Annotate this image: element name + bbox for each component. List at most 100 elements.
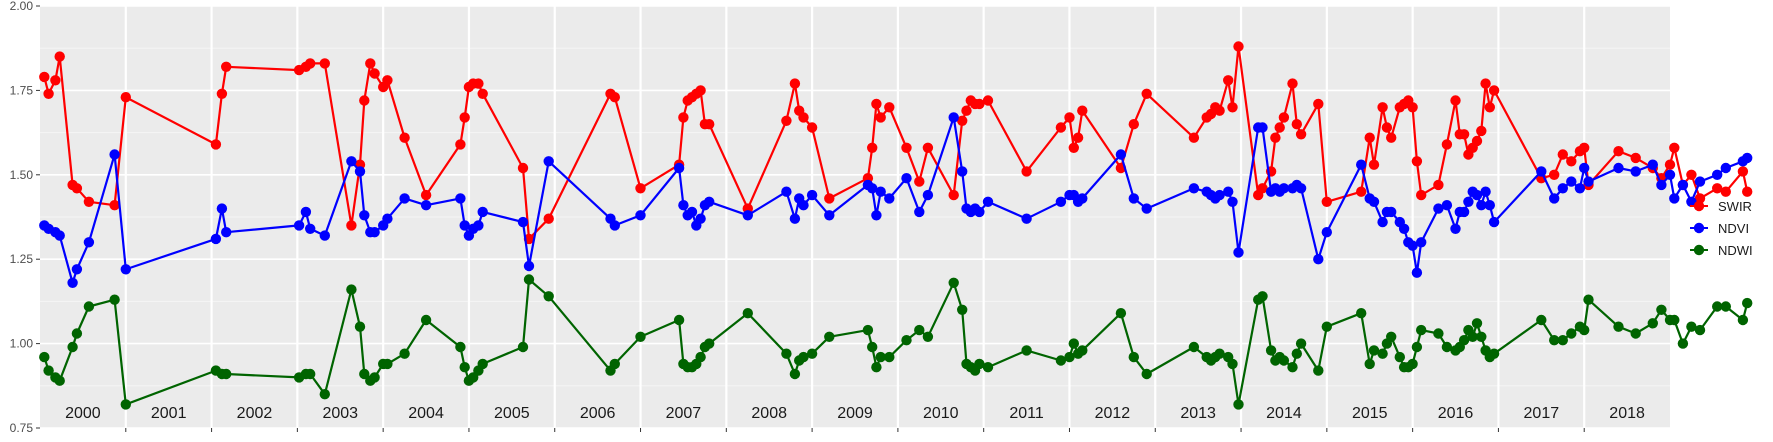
data-point-ndvi [300,206,312,218]
year-label: 2006 [580,405,616,422]
data-point-ndvi [824,210,835,221]
data-point-ndwi [1227,358,1238,370]
data-point-ndwi [704,338,715,349]
data-point-swir [635,183,646,194]
data-point-ndwi [543,291,554,302]
data-point-ndvi [83,237,95,248]
data-point-swir [1077,105,1088,116]
data-point-ndwi [1720,301,1732,312]
data-point-ndwi [1712,301,1723,312]
data-point-ndwi [459,362,470,373]
data-point-ndvi [420,200,432,211]
data-point-ndvi [1664,169,1676,180]
data-point-ndwi [1291,348,1303,359]
data-point-ndvi [781,186,792,197]
data-point-ndwi [523,274,535,285]
data-point-ndvi [1566,176,1577,187]
data-point-swir [83,196,95,207]
data-point-ndwi [1656,304,1667,315]
data-point-ndvi [1677,179,1689,191]
data-point-ndwi [1613,321,1624,332]
series-swir [39,41,1753,245]
data-point-swir [369,68,380,79]
data-point-ndvi [1411,267,1423,278]
data-point-swir [120,92,131,103]
data-point-ndvi [914,206,925,218]
data-point-ndvi [673,162,685,174]
data-point-ndwi [1583,294,1594,305]
data-point-swir [54,51,65,62]
data-point-ndwi [1458,335,1470,346]
data-point-ndwi [382,358,393,370]
y-tick-label: 1.50 [10,168,34,182]
year-label: 2002 [237,405,273,422]
data-point-ndwi [346,284,357,295]
data-point-swir [71,183,83,194]
legend-label: NDWI [1718,243,1753,258]
data-point-swir [957,115,968,127]
data-point-ndvi [1463,196,1474,207]
data-point-ndwi [1295,338,1307,349]
year-label: 2015 [1352,405,1388,422]
data-point-ndvi [1356,159,1367,170]
data-point-ndwi [1647,318,1659,329]
data-point-swir [455,139,466,150]
data-point-ndwi [1488,348,1500,359]
data-point-ndwi [901,335,912,346]
data-point-ndwi [1115,308,1127,319]
data-point-ndvi [901,173,912,184]
data-point-ndvi [305,223,316,234]
data-point-ndvi [974,206,985,218]
year-label: 2007 [666,405,702,422]
data-point-ndwi [54,375,65,386]
data-point-swir [1441,139,1453,150]
data-point-ndwi [957,304,968,315]
data-point-swir [1686,169,1697,180]
data-point-ndwi [517,341,529,353]
data-point-swir [1694,193,1706,204]
data-point-swir [543,213,554,224]
data-point-ndwi [359,368,370,380]
legend-label: NDVI [1718,221,1749,236]
data-point-swir [1072,132,1084,143]
data-point-swir [1630,152,1641,164]
data-point-ndvi [1458,206,1470,218]
data-point-swir [1720,186,1732,197]
data-point-ndwi [221,368,232,380]
data-point-ndvi [221,227,232,238]
year-label: 2010 [923,405,959,422]
data-point-ndvi [399,193,410,204]
data-point-ndvi [1613,162,1624,174]
data-point-ndvi [678,200,689,211]
data-point-ndwi [1471,318,1483,329]
data-point-ndvi [109,149,120,160]
year-label: 2017 [1524,405,1560,422]
data-point-swir [1737,166,1749,177]
data-point-swir [1411,156,1423,167]
data-point-swir [1274,122,1285,133]
data-point-ndvi [354,166,366,177]
data-point-ndwi [1077,345,1088,356]
data-point-ndwi [922,331,934,342]
data-point-ndwi [1394,351,1406,363]
data-point-ndwi [1557,335,1569,346]
data-point-swir [382,75,393,86]
data-point-ndwi [305,368,316,380]
data-point-swir [109,200,120,211]
year-labels: 2000 2001 2002 2003 2004 2005 2006 2007 2008 2009… [65,405,1645,422]
data-point-swir [1257,183,1268,194]
data-point-swir [798,112,809,123]
legend-key-point [1693,222,1705,234]
data-point-ndvi [1630,166,1641,177]
data-point-ndwi [71,328,83,339]
data-point-ndwi [1476,331,1487,342]
data-point-ndwi [1214,348,1225,359]
data-point-swir [1712,183,1723,194]
data-point-swir [1055,122,1067,133]
data-point-swir [1476,125,1487,137]
data-point-ndwi [1433,328,1444,339]
data-point-ndvi [884,193,895,204]
data-point-swir [359,95,370,106]
data-point-swir [1433,179,1444,191]
data-point-ndwi [1579,324,1590,336]
